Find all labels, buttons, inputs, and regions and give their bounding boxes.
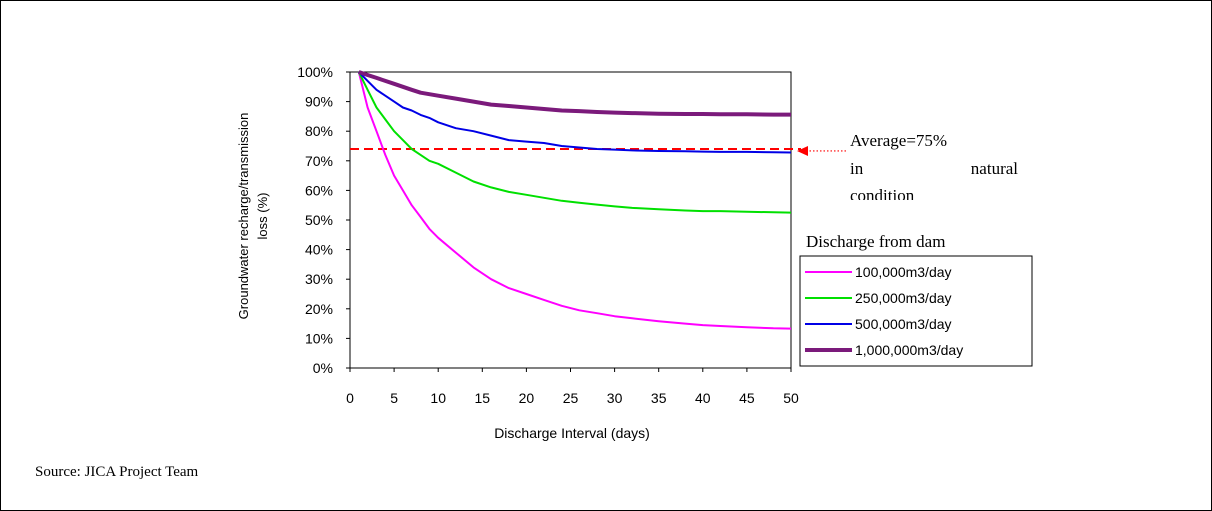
x-tick-label: 15 bbox=[475, 390, 491, 406]
x-tick-label: 0 bbox=[346, 390, 354, 406]
x-tick-label: 40 bbox=[695, 390, 711, 406]
x-tick-label: 10 bbox=[430, 390, 446, 406]
y-tick-label: 60% bbox=[305, 182, 333, 198]
y-tick-label: 90% bbox=[305, 94, 333, 110]
source-note: Source: JICA Project Team bbox=[35, 464, 199, 480]
series-line-1 bbox=[357, 71, 792, 330]
plot-area bbox=[349, 71, 792, 369]
y-tick-label: 10% bbox=[305, 330, 333, 346]
annotation-line-2a: in bbox=[850, 159, 864, 178]
annotation-line-2b: natural bbox=[971, 159, 1018, 178]
x-tick-label: 30 bbox=[607, 390, 623, 406]
y-axis: 0% 10% 20% 30% 40% 50% 60% 70% 80% 90% 100% bbox=[297, 64, 350, 376]
annotation-arrow-head bbox=[797, 145, 808, 156]
legend-box bbox=[799, 255, 1033, 367]
x-tick-label: 50 bbox=[783, 390, 799, 406]
annotation-line-3: condition bbox=[850, 186, 915, 205]
x-axis-label: Discharge Interval (days) bbox=[494, 425, 650, 441]
y-tick-label: 20% bbox=[305, 301, 333, 317]
annotation-line-1: Average=75% bbox=[850, 131, 947, 150]
series-line-2 bbox=[357, 71, 792, 214]
series-line-3 bbox=[358, 71, 792, 154]
legend-title: Discharge from dam bbox=[806, 232, 945, 251]
legend-label-4: 1,000,000m3/day bbox=[855, 342, 963, 358]
x-tick-label: 35 bbox=[651, 390, 667, 406]
y-tick-label: 80% bbox=[305, 123, 333, 139]
legend-label-3: 500,000m3/day bbox=[855, 316, 952, 332]
y-tick-label: 0% bbox=[313, 360, 333, 376]
x-tick-label: 45 bbox=[739, 390, 755, 406]
legend-label-1: 100,000m3/day bbox=[855, 264, 952, 280]
average-reference bbox=[350, 145, 846, 156]
x-axis: 0 5 10 15 20 25 30 35 40 45 50 bbox=[346, 368, 799, 406]
y-tick-label: 70% bbox=[305, 153, 333, 169]
x-tick-label: 25 bbox=[563, 390, 579, 406]
legend-label-2: 250,000m3/day bbox=[855, 290, 952, 306]
x-tick-label: 20 bbox=[519, 390, 535, 406]
legend: 100,000m3/day 250,000m3/day 500,000m3/day 1… bbox=[805, 264, 963, 358]
y-tick-label: 50% bbox=[305, 212, 333, 228]
y-tick-label: 30% bbox=[305, 271, 333, 287]
y-tick-label: 40% bbox=[305, 242, 333, 258]
series-line-4 bbox=[358, 70, 791, 117]
y-tick-label: 100% bbox=[297, 64, 333, 80]
y-axis-label: Groundwater recharge/transmission loss (%… bbox=[236, 113, 270, 320]
average-annotation: Average=75% in natural condition bbox=[850, 131, 1018, 205]
series-group bbox=[357, 70, 792, 330]
x-tick-label: 5 bbox=[390, 390, 398, 406]
